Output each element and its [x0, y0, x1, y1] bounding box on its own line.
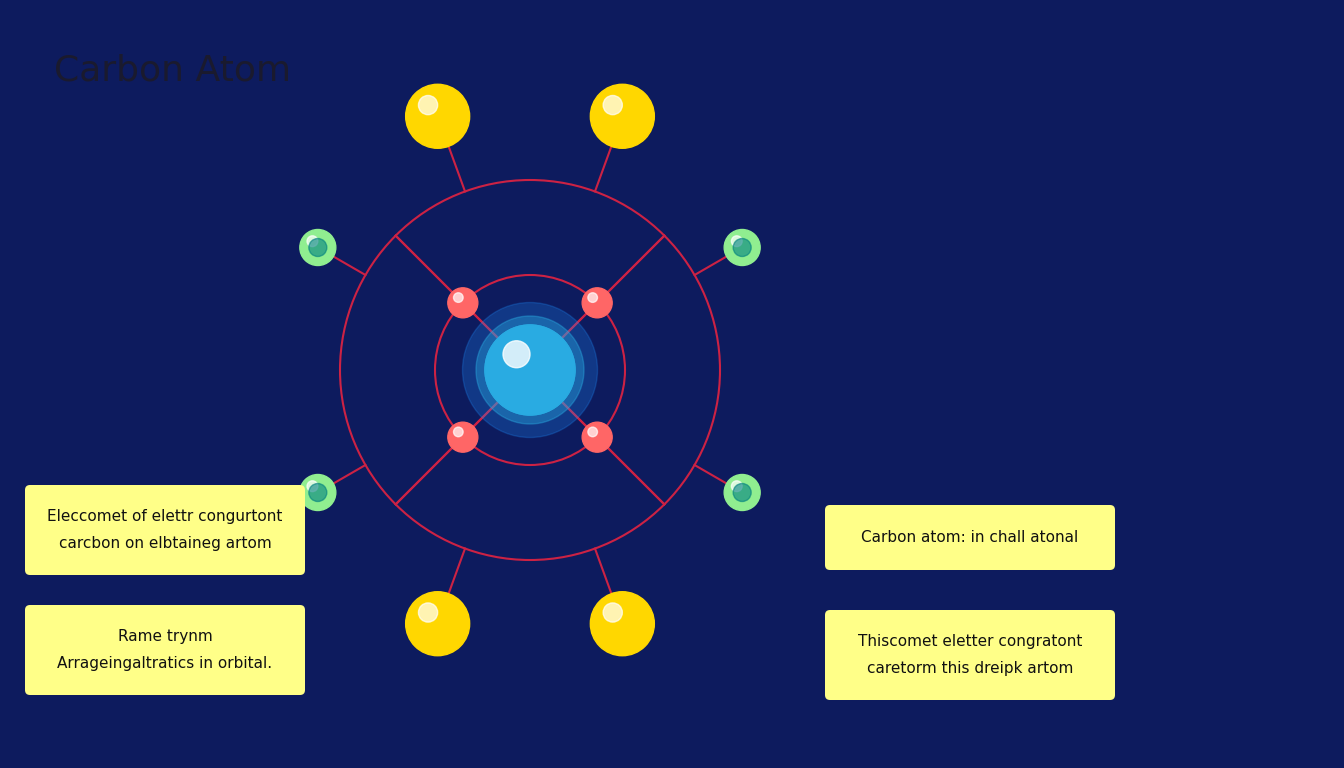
FancyBboxPatch shape: [825, 610, 1116, 700]
Text: carcbon on elbtaineg artom: carcbon on elbtaineg artom: [59, 536, 271, 551]
Circle shape: [453, 293, 464, 303]
Circle shape: [462, 303, 598, 438]
FancyBboxPatch shape: [825, 505, 1116, 570]
Circle shape: [309, 239, 327, 257]
Circle shape: [734, 239, 751, 257]
Circle shape: [309, 484, 327, 502]
Text: Eleccomet of elettr congurtont: Eleccomet of elettr congurtont: [47, 509, 282, 524]
Circle shape: [476, 316, 585, 424]
Circle shape: [448, 422, 478, 452]
Circle shape: [734, 484, 751, 502]
Circle shape: [731, 481, 742, 492]
Circle shape: [485, 325, 575, 415]
Circle shape: [300, 230, 336, 266]
Circle shape: [724, 475, 761, 511]
Circle shape: [603, 95, 622, 114]
Circle shape: [448, 288, 478, 318]
Circle shape: [485, 325, 575, 415]
FancyBboxPatch shape: [26, 485, 305, 575]
Text: Carbon atom: in chall atonal: Carbon atom: in chall atonal: [862, 530, 1079, 545]
Circle shape: [306, 481, 317, 492]
Circle shape: [590, 591, 655, 656]
Circle shape: [590, 84, 655, 148]
Circle shape: [300, 475, 336, 511]
Circle shape: [306, 236, 317, 247]
Circle shape: [582, 288, 612, 318]
Circle shape: [406, 591, 469, 656]
Circle shape: [587, 293, 598, 303]
Circle shape: [453, 427, 464, 437]
Text: Thiscomet eletter congratont: Thiscomet eletter congratont: [857, 634, 1082, 649]
Circle shape: [731, 236, 742, 247]
Text: Rame trynm: Rame trynm: [118, 629, 212, 644]
Circle shape: [582, 422, 612, 452]
Circle shape: [418, 95, 438, 114]
Circle shape: [724, 230, 761, 266]
Circle shape: [406, 84, 469, 148]
Circle shape: [603, 603, 622, 622]
Circle shape: [418, 603, 438, 622]
Text: Arrageingaltratics in orbital.: Arrageingaltratics in orbital.: [58, 656, 273, 671]
Text: Carbon Atom: Carbon Atom: [54, 54, 290, 88]
Text: caretorm this dreipk artom: caretorm this dreipk artom: [867, 661, 1074, 676]
FancyBboxPatch shape: [26, 605, 305, 695]
Circle shape: [503, 341, 530, 368]
Circle shape: [587, 427, 598, 437]
